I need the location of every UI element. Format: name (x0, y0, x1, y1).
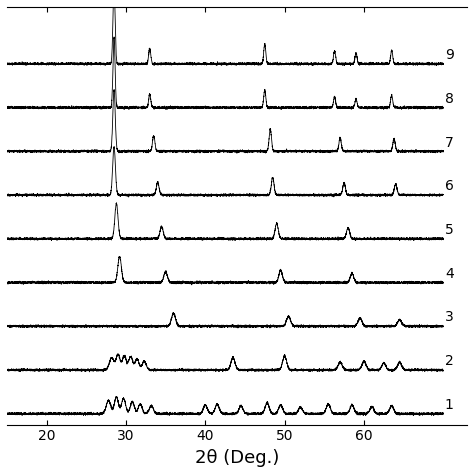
Text: 6: 6 (445, 179, 454, 193)
Text: 5: 5 (445, 223, 454, 237)
Text: 2: 2 (445, 354, 454, 368)
Text: 9: 9 (445, 48, 454, 62)
Text: 8: 8 (445, 92, 454, 106)
Text: 1: 1 (445, 398, 454, 412)
Text: 7: 7 (445, 136, 454, 149)
X-axis label: 2θ (Deg.): 2θ (Deg.) (195, 449, 279, 467)
Text: 3: 3 (445, 310, 454, 325)
Text: 4: 4 (445, 267, 454, 281)
